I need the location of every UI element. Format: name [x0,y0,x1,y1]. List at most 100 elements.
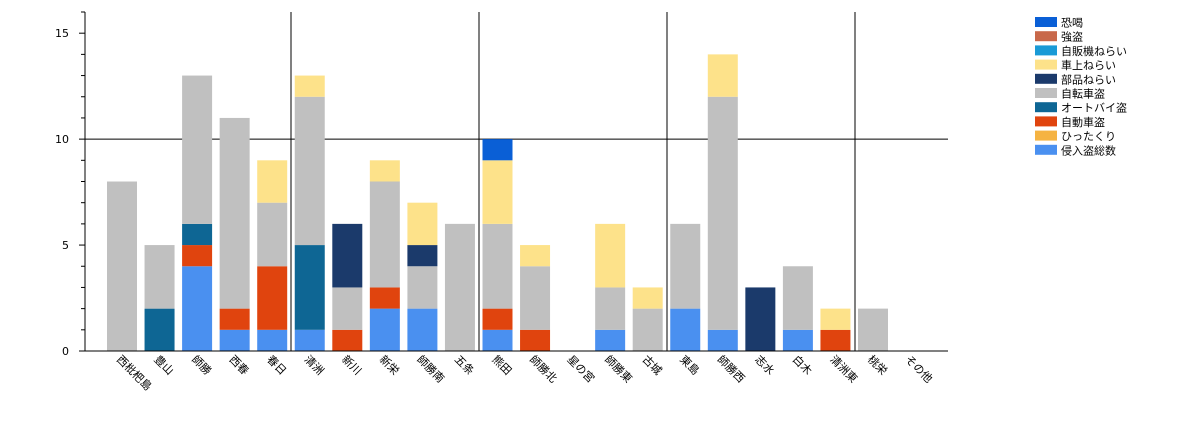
legend-label: 強盗 [1061,31,1083,44]
x-category-label: 西枇杷島 [114,352,155,393]
bar-segment [407,308,438,351]
bar-segment [294,96,325,246]
x-category-label: 東島 [677,352,702,377]
bar-segment [858,308,888,351]
x-category-label: 白木 [790,352,815,377]
y-tick-label: 0 [62,345,69,358]
bar-segment [595,287,626,330]
legend-label: オートバイ盗 [1061,102,1127,115]
bar-segment [707,329,738,351]
x-category-label: 春日 [264,353,289,378]
x-category-label: 師勝西 [715,352,748,385]
bar-segment [482,139,513,161]
x-category-label: 志水 [752,353,777,378]
bar-segment [144,245,175,309]
bar-segment [407,245,438,267]
bar-segment [632,287,663,309]
legend-label: 車上ねらい [1061,58,1116,72]
x-category-label: 五条 [452,352,477,377]
bar-segment [369,160,400,182]
bar-segment [820,308,851,330]
legend-swatch [1035,144,1057,155]
y-tick-label: 10 [55,133,69,146]
bar-segment [257,202,288,267]
bar-segment [482,223,513,309]
legend-swatch [1035,73,1057,84]
bar-segment [182,245,213,267]
x-category-label: 豊山 [151,353,176,378]
grid-lines [85,12,948,351]
bar-segment [520,245,551,267]
bar-segment [782,329,813,351]
bar-segment [219,117,250,309]
bar-segment [407,202,438,246]
x-category-label: 西春 [227,353,252,378]
x-category-label: 師勝南 [414,352,447,385]
legend-label: 部品ねらい [1061,72,1116,86]
x-category-label: 桃栄 [865,352,890,377]
y-tick-label: 5 [62,239,69,252]
bar-segment [782,266,813,330]
legend-label: ひったくり [1061,130,1116,143]
x-category-label: 新栄 [377,352,402,377]
bar-segment [482,329,513,351]
y-tick-labels: 0 5 10 15 [55,27,69,358]
bar-segment [144,308,175,351]
legend-label: 恐喝 [1061,17,1083,30]
axes [79,11,948,352]
x-category-label: 清洲東 [827,353,860,386]
x-category-label: 古城 [640,353,665,378]
bar-segment [745,287,776,351]
bar-segment [520,329,551,351]
bar-segment [332,223,363,288]
legend-swatch [1035,59,1057,70]
bar-segment [294,329,325,351]
x-category-label: 清洲 [302,353,327,378]
bar-segment [670,308,701,351]
legend-swatch [1035,130,1057,141]
legend-label: 自販機ねらい [1061,44,1127,58]
bar-segment [257,266,288,330]
y-tick-label: 15 [55,27,69,40]
bar-segment [670,223,701,309]
legend-swatch [1035,116,1057,127]
bar-segment [444,223,475,351]
x-category-label: その他 [902,353,935,386]
legend-swatch [1035,102,1057,113]
legend-label: 自動車盗 [1061,115,1105,129]
legend-label: 自転車盗 [1061,87,1105,101]
bar-segment [294,245,325,330]
bar-segment [294,75,325,97]
bar-segment [407,266,438,309]
bar-segment [482,308,513,330]
x-category-label: 師勝北 [527,352,560,385]
bar-segment [182,75,213,224]
bar-segment [257,329,288,351]
bars [107,54,888,351]
x-category-label: 師勝東 [602,352,635,385]
x-category-label: 師勝 [189,352,214,377]
bar-segment [219,329,250,351]
bar-segment [520,266,551,330]
legend: 恐喝強盗自販機ねらい車上ねらい部品ねらい自転車盗オートバイ盗自動車盗ひったくり侵… [1035,17,1127,157]
bar-segment [219,308,250,330]
x-category-label: 熊田 [489,352,514,377]
bar-segment [820,329,851,351]
bar-segment [332,329,363,351]
legend-swatch [1035,31,1057,42]
bar-segment [369,308,400,351]
bar-segment [632,308,663,351]
bar-segment [369,287,400,309]
legend-swatch [1035,17,1057,27]
bar-segment [257,160,288,203]
x-category-label: 新川 [339,352,364,377]
legend-swatch [1035,45,1057,56]
bar-segment [369,181,400,288]
bar-segment [595,223,626,288]
legend-label: 侵入盗総数 [1061,143,1116,157]
bar-segment [707,54,738,97]
bar-segment [482,160,513,224]
bar-segment [595,329,626,351]
